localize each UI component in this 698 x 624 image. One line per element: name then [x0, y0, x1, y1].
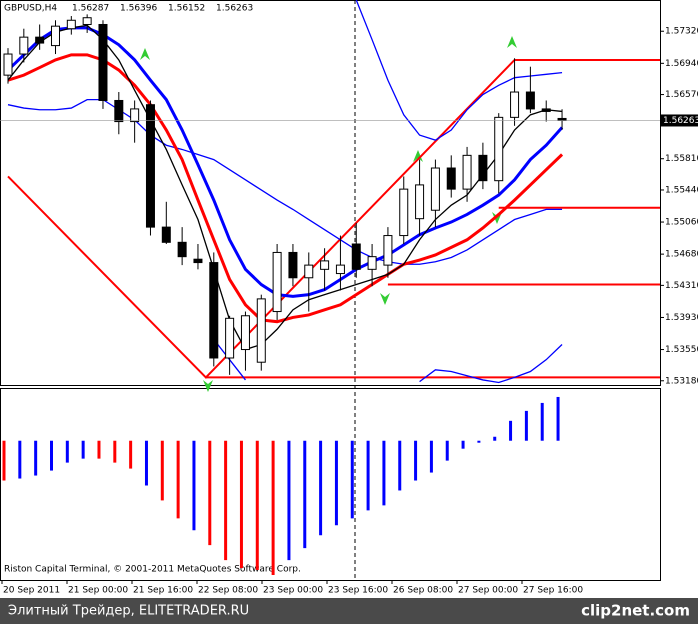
arrow-down — [380, 293, 390, 305]
footer-right: clip2net.com — [581, 602, 690, 620]
indicator-line — [355, 0, 563, 141]
candle-body — [130, 108, 140, 123]
y-tick-label: 1.56570 — [665, 90, 698, 100]
y-tick-label: 1.53550 — [665, 345, 698, 355]
candle-body — [3, 53, 13, 76]
candle-body — [177, 241, 187, 258]
header-value: 1.56287 — [72, 4, 109, 14]
x-tick-label: 21 Sep 16:00 — [133, 586, 193, 596]
price-box — [661, 114, 698, 127]
x-tick-label: 23 Sep 00:00 — [263, 586, 323, 596]
candle-body — [193, 258, 203, 264]
y-tick-label: 1.57320 — [665, 27, 698, 37]
x-tick-label: 27 Sep 16:00 — [523, 586, 583, 596]
footer-left: Элитный Трейдер, ELITETRADER.RU — [8, 604, 249, 619]
candle-body — [446, 167, 456, 190]
x-tick-label: 26 Sep 08:00 — [393, 586, 453, 596]
candle-body — [415, 184, 425, 220]
main-frame — [0, 0, 661, 386]
candle-body — [320, 260, 330, 270]
candle-body — [367, 256, 377, 270]
candle-body — [98, 23, 108, 101]
candle-body — [225, 317, 235, 359]
candle-body — [19, 36, 29, 55]
x-tick-label: 23 Sep 16:00 — [328, 586, 388, 596]
candle-body — [351, 243, 361, 270]
y-tick-label: 1.54310 — [665, 281, 698, 291]
candle-body — [161, 226, 171, 243]
candle-body — [50, 25, 60, 47]
header-value: 1.56263 — [216, 4, 253, 14]
osc-frame — [0, 388, 661, 581]
indicator-line — [419, 344, 563, 384]
header-value: 1.56396 — [120, 4, 157, 14]
y-tick-label: 1.55060 — [665, 218, 698, 228]
x-tick-label: 22 Sep 08:00 — [198, 586, 258, 596]
y-tick-label: 1.55440 — [665, 185, 698, 195]
y-tick-label: 1.53930 — [665, 313, 698, 323]
arrow-down — [203, 380, 213, 392]
candle-body — [430, 167, 440, 211]
candle-body — [66, 19, 76, 30]
footer-bar — [0, 598, 698, 624]
candle-body — [272, 251, 282, 313]
candle-body — [462, 154, 472, 190]
y-tick-label: 1.53180 — [665, 376, 698, 386]
y-tick-label: 1.55810 — [665, 154, 698, 164]
x-tick-label: 21 Sep 00:00 — [68, 586, 128, 596]
candle-body — [541, 108, 551, 112]
symbol: GBPUSD,H4 — [4, 4, 57, 14]
candle-body — [557, 117, 567, 121]
candle-body — [399, 188, 409, 237]
candle-body — [288, 251, 298, 279]
price-label: 1.56263 — [663, 116, 698, 126]
candle-body — [145, 104, 155, 228]
x-tick-label: 20 Sep 2011 — [3, 586, 60, 596]
candle-body — [256, 298, 266, 363]
x-tick-label: 27 Sep 00:00 — [458, 586, 518, 596]
arrow-up — [413, 150, 423, 162]
candle-body — [114, 99, 124, 123]
arrow-up — [140, 48, 150, 60]
y-tick-label: 1.56940 — [665, 59, 698, 69]
candle-body — [304, 264, 314, 279]
candle-body — [35, 36, 45, 44]
candle-body — [82, 17, 92, 25]
candle-body — [494, 116, 504, 182]
y-tick-label: 1.54680 — [665, 250, 698, 260]
candle-body — [383, 235, 393, 266]
candle-body — [335, 264, 345, 275]
channel — [7, 59, 516, 379]
copyright: Riston Capital Terminal, © 2001-2011 Met… — [4, 565, 301, 575]
candle-body — [525, 91, 535, 110]
candle-body — [209, 262, 219, 359]
candle-body — [510, 91, 520, 118]
candle-body — [240, 315, 250, 351]
header-value: 1.56152 — [168, 4, 205, 14]
candle-body — [478, 154, 488, 182]
arrow-up — [507, 36, 517, 48]
